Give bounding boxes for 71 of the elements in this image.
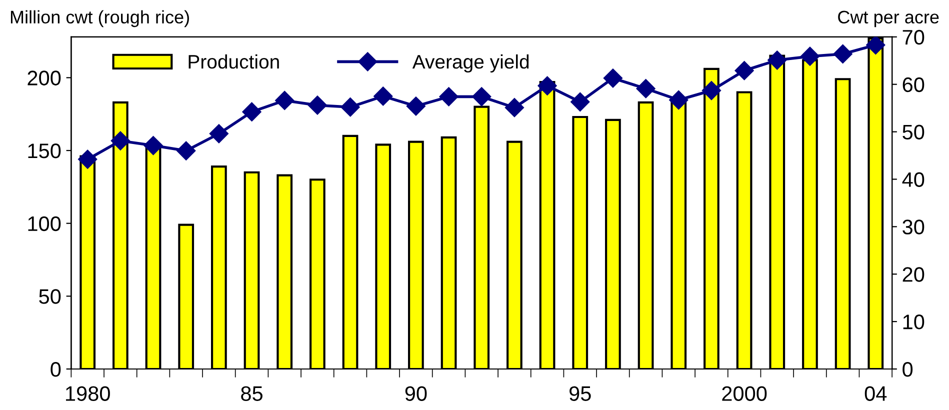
bar xyxy=(539,81,556,369)
y2-tick-label: 30 xyxy=(902,220,924,234)
y2-tick-label: 10 xyxy=(903,314,924,330)
x-tick-label: 95 xyxy=(570,386,591,401)
bar xyxy=(375,144,392,369)
point xyxy=(636,79,656,98)
point xyxy=(570,92,590,112)
point xyxy=(78,150,98,169)
point xyxy=(833,44,852,64)
point xyxy=(374,86,393,106)
legend-label: Average yield xyxy=(412,54,529,73)
y-tick-label: 100 xyxy=(28,216,61,232)
bar xyxy=(638,101,654,369)
point xyxy=(209,124,228,144)
legend-label: Production xyxy=(188,54,279,69)
point xyxy=(340,98,360,117)
bar xyxy=(605,118,621,369)
point xyxy=(472,87,492,106)
point xyxy=(110,131,130,150)
y-tick-label: 50 xyxy=(39,289,61,304)
y-tick-label: 150 xyxy=(28,144,61,158)
bar xyxy=(440,136,457,369)
bar xyxy=(704,68,720,369)
bar xyxy=(80,155,96,369)
bar xyxy=(112,101,128,369)
point xyxy=(144,136,163,156)
y2-tick-label: 50 xyxy=(902,124,924,140)
x-tick-label: 85 xyxy=(241,386,262,401)
point xyxy=(866,36,886,54)
y2-tick-label: 40 xyxy=(902,172,924,187)
x-tick-label: 90 xyxy=(405,386,427,401)
point xyxy=(669,90,688,110)
bar xyxy=(474,106,490,369)
point xyxy=(603,68,622,88)
bar xyxy=(310,178,326,369)
point xyxy=(768,50,787,70)
point xyxy=(439,87,458,106)
bar xyxy=(802,59,818,369)
x-tick-label: 1980 xyxy=(66,386,110,401)
y2-tick-label: 0 xyxy=(902,362,913,377)
bar xyxy=(342,134,358,369)
y2-tick-label: 60 xyxy=(902,77,924,92)
y-tick-label: 200 xyxy=(28,70,61,86)
bar xyxy=(834,78,851,369)
point xyxy=(308,96,327,115)
x-tick-label: 04 xyxy=(864,386,887,401)
bar xyxy=(769,54,786,369)
bar xyxy=(736,91,752,369)
bar xyxy=(506,140,522,369)
bar xyxy=(670,100,687,369)
bar xyxy=(210,165,227,369)
point xyxy=(800,46,820,66)
point xyxy=(176,141,196,160)
y2-tick-label: 20 xyxy=(902,267,924,282)
point xyxy=(702,80,721,100)
y2-axis-title: Cwt per acre xyxy=(838,10,939,28)
y-axis-title: Million cwt (rough rice) xyxy=(10,10,189,28)
point xyxy=(734,61,754,80)
bar xyxy=(276,174,293,369)
point xyxy=(504,98,524,118)
bar xyxy=(178,224,194,369)
y2-tick-label: 70 xyxy=(902,30,924,45)
bar xyxy=(572,116,588,369)
point xyxy=(406,96,426,116)
y-tick-label: 0 xyxy=(50,362,61,377)
bar xyxy=(244,171,260,369)
point xyxy=(275,90,294,110)
x-tick-label: 2000 xyxy=(722,386,767,401)
bar xyxy=(408,140,424,369)
point xyxy=(242,102,262,122)
point xyxy=(538,76,557,96)
